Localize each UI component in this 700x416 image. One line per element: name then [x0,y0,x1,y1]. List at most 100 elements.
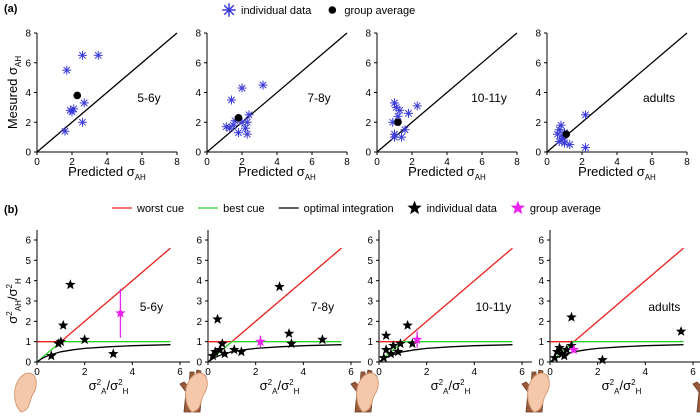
dot-marker [234,113,243,122]
x-tick-label: 4 [614,157,620,168]
star-marker [108,348,119,359]
y-tick-label: 8 [365,29,371,40]
label-part: 2 [5,283,14,288]
x-tick-label: 8 [514,157,520,168]
axis-label: Predicted σAH [408,164,486,182]
y-tick-label: 1 [25,337,31,348]
star-marker [317,334,328,345]
x-tick-label: 6 [649,157,655,168]
star-marker [551,346,563,357]
asterisk-marker [234,128,243,138]
asterisk-stroke [80,99,88,107]
x-tick-label: 6 [348,367,354,378]
x-tick-label: 0 [204,157,210,168]
legend-item: individual data [407,200,498,215]
y-tick-label: 5 [25,256,31,267]
ear-icon [14,372,37,413]
star-marker [283,328,295,338]
label-part: AH [305,173,316,182]
label-part: AH [14,300,23,311]
legend-item: individual data [222,3,312,17]
y-tick-label: 2 [25,118,31,129]
legend-item: group average [510,200,601,215]
y-tick-label: 0 [196,358,202,369]
asterisk-marker [237,83,247,93]
asterisk-stroke [222,123,230,131]
asterisk-stroke [78,118,87,126]
axis-label: Mesured σAH [5,56,23,130]
asterisk-stroke [404,109,413,117]
line [376,32,518,153]
label-part: 2 [289,378,294,387]
y-tick-label: 6 [535,58,541,69]
asterisk-marker [395,105,405,115]
asterisk-marker [241,123,250,133]
legend-item: group average [328,5,415,17]
asterisk-stroke [63,66,71,74]
star-marker [597,354,608,365]
x-tick-label: 4 [104,157,110,168]
label-part: /σ [448,378,460,393]
asterisk-marker [258,80,268,90]
asterisk-stroke [70,105,78,113]
y-tick-label: 4 [195,88,201,99]
y-tick-label: 5 [196,256,202,267]
x-tick-label: 0 [547,367,553,378]
y-tick-label: 4 [535,88,541,99]
star-marker [207,350,218,361]
y-tick-label: 2 [196,317,202,328]
star-marker [55,336,67,347]
asterisk-stroke [245,111,253,119]
x-tick-label: 0 [374,157,380,168]
label-part: σ [602,378,610,393]
hand-icon [692,381,700,413]
asterisk-marker [565,140,575,150]
star-marker [388,340,399,351]
label-part: 2 [610,378,615,387]
asterisk-stroke [243,130,251,138]
annotation: 5-6y [140,300,163,314]
asterisk-stroke [234,129,243,137]
star-marker [380,344,392,355]
label-part: σ [5,316,20,324]
label-part: AH [135,173,146,182]
asterisk-stroke [229,121,237,129]
star-marker [79,334,90,345]
asterisk-stroke [223,4,235,16]
x-tick-label: 6 [139,157,145,168]
asterisk-stroke [401,126,409,134]
asterisk-stroke [227,96,236,104]
axis-label: σ2A/σ2H [602,378,642,396]
label-part: /σ [5,288,20,300]
star-marker [58,319,69,330]
x-tick-label: 0 [34,157,40,168]
label-part: /σ [277,378,289,393]
label-part: 2 [268,378,273,387]
y-tick-label: 2 [367,317,373,328]
y-tick-label: 0 [365,148,371,159]
line [546,32,688,153]
annotation: adults [643,91,675,105]
label-part: Predicted σ [238,164,305,179]
y-tick-label: 3 [196,297,202,308]
y-tick-label: 1 [196,337,202,348]
star-marker [549,352,560,363]
x-tick-label: 4 [643,367,649,378]
asterisk-marker [400,125,410,135]
line [379,247,513,343]
asterisk-marker [93,50,103,60]
y-tick-label: 2 [538,317,544,328]
asterisk-stroke [581,144,590,152]
asterisk-marker [244,110,254,120]
x-tick-label: 2 [82,367,88,378]
star-marker [566,340,577,351]
legend-label: worst cue [136,203,184,215]
y-tick-label: 4 [365,88,371,99]
star-marker [385,348,397,359]
legend-label: best cue [223,203,265,215]
star-marker [209,346,221,357]
asterisk-marker [404,108,413,118]
panel-label: (a) [4,3,18,15]
y-tick-label: 6 [538,236,544,247]
